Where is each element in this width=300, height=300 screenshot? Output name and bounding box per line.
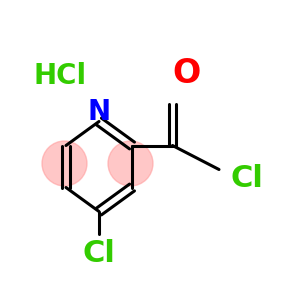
Circle shape xyxy=(108,141,153,186)
Circle shape xyxy=(42,141,87,186)
Text: HCl: HCl xyxy=(33,62,87,91)
Text: O: O xyxy=(172,57,200,90)
Text: N: N xyxy=(87,98,111,127)
Text: Cl: Cl xyxy=(231,164,264,193)
Text: Cl: Cl xyxy=(82,239,116,268)
